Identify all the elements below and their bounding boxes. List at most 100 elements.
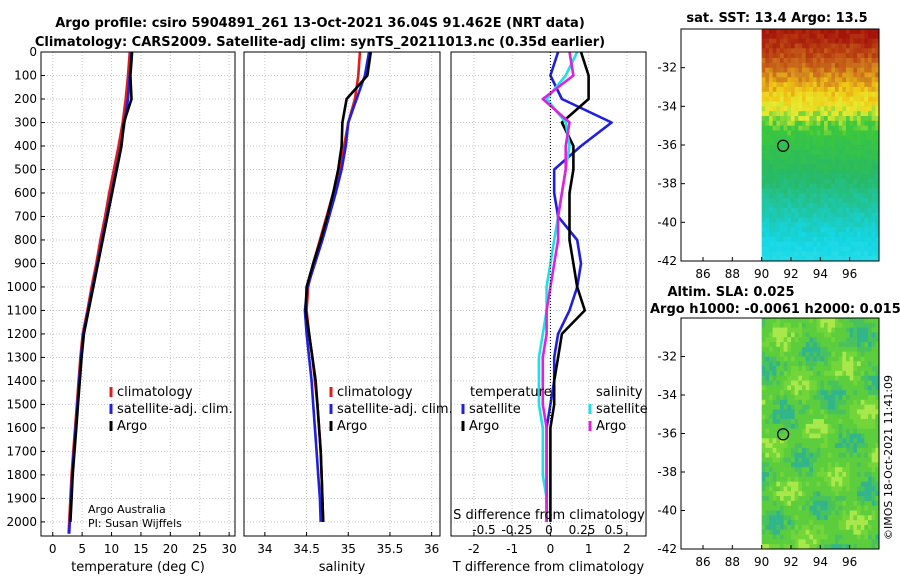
map-cell	[827, 227, 832, 233]
map-cell	[838, 318, 843, 324]
map-cell	[846, 188, 851, 194]
map-cell	[835, 399, 840, 406]
map-cell	[838, 529, 843, 535]
map-cell	[875, 457, 880, 463]
map-cell	[794, 203, 799, 209]
map-cell	[809, 91, 814, 98]
map-cell	[761, 174, 766, 180]
map-cell	[820, 515, 825, 521]
x-axis-label: temperature (deg C)	[71, 560, 205, 575]
map-cell	[761, 322, 766, 329]
map-cell	[776, 198, 781, 204]
map-cell	[871, 125, 876, 131]
map-cell	[805, 193, 810, 199]
map-cell	[824, 476, 829, 483]
map-cell	[816, 251, 821, 257]
map-cell	[846, 414, 851, 420]
map-cell	[827, 174, 832, 180]
map-cell	[838, 395, 843, 401]
map-cell	[809, 58, 814, 64]
map-cell	[780, 125, 785, 131]
map-cell	[868, 120, 873, 127]
argo-location-marker	[776, 139, 790, 152]
map-cell	[813, 332, 818, 338]
map-cell	[783, 520, 788, 526]
map-cell	[816, 217, 821, 223]
map-cell	[820, 476, 825, 483]
map-cell	[864, 72, 869, 78]
map-cell	[857, 106, 862, 112]
map-cell	[798, 346, 803, 353]
map-cell	[831, 443, 836, 449]
map-cell	[794, 409, 799, 415]
map-cell	[827, 452, 832, 458]
map-cell	[783, 217, 788, 223]
map-cell	[787, 183, 792, 189]
map-cell	[860, 116, 865, 122]
map-cell	[813, 467, 818, 473]
map-cell	[824, 174, 829, 180]
map-cell	[802, 351, 807, 357]
map-cell	[787, 375, 792, 381]
map-cell	[853, 135, 858, 141]
map-cell	[776, 217, 781, 223]
map-cell	[776, 457, 781, 463]
map-cell	[769, 82, 774, 88]
map-cell	[827, 236, 832, 243]
map-cell	[868, 198, 873, 204]
map-cell	[842, 409, 847, 415]
map-cell	[791, 174, 796, 180]
map-cell	[853, 43, 858, 49]
map-cell	[765, 457, 770, 463]
map-cell	[776, 87, 781, 93]
map-cell	[769, 120, 774, 127]
map-cell	[772, 91, 777, 98]
map-cell	[838, 154, 843, 160]
map-cell	[820, 38, 825, 44]
map-cell	[827, 62, 832, 69]
map-cell	[838, 130, 843, 136]
map-cell	[813, 491, 818, 497]
map-cell	[809, 43, 814, 49]
map-cell	[794, 178, 799, 185]
map-cell	[820, 332, 825, 338]
map-cell	[787, 58, 792, 64]
map-cell	[820, 198, 825, 204]
map-cell	[813, 193, 818, 199]
map-cell	[860, 452, 865, 458]
map-cell	[805, 67, 810, 73]
map-cell	[842, 327, 847, 333]
map-cell	[765, 356, 770, 362]
map-cell	[791, 169, 796, 175]
map-cell	[860, 188, 865, 194]
map-cell	[816, 154, 821, 160]
map-cell	[831, 375, 836, 381]
map-cell	[791, 38, 796, 44]
map-cell	[809, 67, 814, 73]
map-cell	[860, 414, 865, 420]
map-cell	[857, 241, 862, 247]
map-cell	[820, 125, 825, 131]
map-cell	[798, 101, 803, 107]
map-cell	[769, 149, 774, 156]
map-cell	[871, 33, 876, 40]
map-cell	[809, 101, 814, 107]
map-cell	[831, 188, 836, 194]
map-cell	[853, 232, 858, 238]
map-cell	[816, 472, 821, 478]
map-cell	[776, 481, 781, 487]
map-cell	[875, 496, 880, 502]
map-cell	[860, 29, 865, 35]
map-cell	[802, 130, 807, 136]
y-tick-label: 2000	[6, 515, 37, 529]
map-cell	[820, 395, 825, 401]
map-cell	[846, 169, 851, 175]
map-cell	[871, 491, 876, 497]
map-cell	[802, 62, 807, 69]
map-cell	[798, 500, 803, 507]
map-cell	[846, 438, 851, 444]
map-cell	[853, 159, 858, 165]
map-cell	[816, 356, 821, 362]
argo-location-marker	[776, 428, 790, 441]
map-cell	[824, 447, 829, 454]
